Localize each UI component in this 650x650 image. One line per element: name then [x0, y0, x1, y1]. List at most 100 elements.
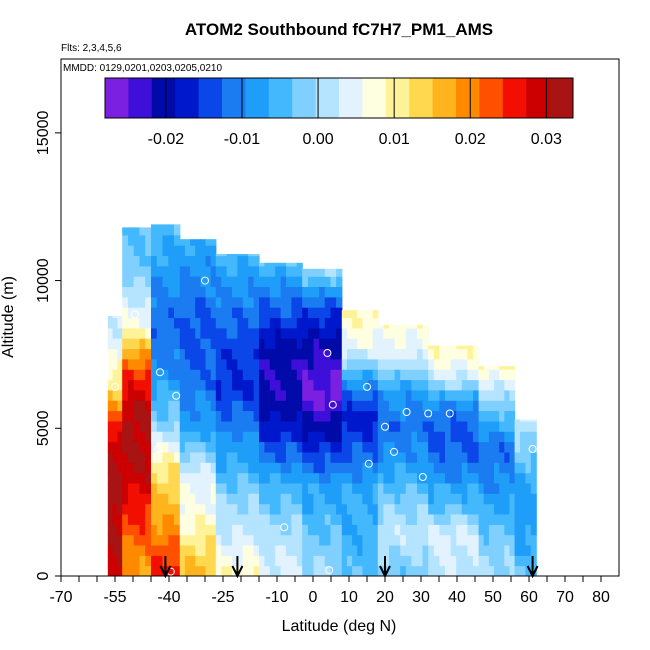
heatmap-cell	[346, 462, 353, 474]
heatmap-cell	[112, 472, 118, 484]
heatmap-cell	[151, 234, 158, 246]
heatmap-cell	[377, 472, 384, 484]
heatmap-cell	[139, 389, 146, 401]
heatmap-cell	[133, 389, 141, 401]
heatmap-cell	[253, 451, 260, 463]
heatmap-cell	[330, 389, 337, 401]
heatmap-cell	[530, 420, 537, 432]
heatmap-cell	[156, 565, 164, 576]
sample-point	[328, 400, 337, 409]
heatmap-cell	[405, 379, 412, 391]
heatmap-cell	[367, 369, 374, 381]
heatmap-cell	[210, 327, 217, 339]
heatmap-cell	[264, 265, 271, 277]
heatmap-cell	[478, 389, 485, 401]
heatmap-cell	[215, 555, 222, 567]
heatmap-cell	[184, 410, 191, 422]
heatmap-cell	[107, 431, 114, 443]
heatmap-cell	[346, 317, 353, 329]
heatmap-cell	[405, 472, 412, 484]
heatmap-cell	[253, 379, 260, 391]
heatmap-cell	[341, 379, 348, 391]
heatmap-cell	[128, 296, 135, 308]
heatmap-cell	[174, 545, 181, 556]
heatmap-cell	[248, 379, 255, 391]
heatmap-cell	[352, 420, 358, 432]
heatmap-cell	[280, 327, 287, 339]
heatmap-cell	[367, 410, 374, 422]
heatmap-cell	[445, 369, 452, 381]
heatmap-cell	[205, 265, 212, 277]
heatmap-cell	[264, 441, 271, 453]
heatmap-cell	[422, 431, 429, 443]
sample-point	[528, 445, 537, 453]
heatmap-cell	[215, 400, 222, 412]
heatmap-cell	[520, 482, 526, 494]
heatmap-cell	[439, 555, 446, 567]
heatmap-cell	[174, 389, 181, 401]
heatmap-cell	[112, 338, 118, 350]
heatmap-cell	[445, 358, 452, 370]
heatmap-cell	[467, 493, 474, 505]
heatmap-cell	[499, 534, 505, 546]
heatmap-cell	[162, 338, 169, 350]
heatmap-cell	[461, 534, 468, 546]
heatmap-cell	[190, 286, 196, 298]
heatmap-cell	[461, 545, 468, 556]
heatmap-cell	[151, 503, 158, 515]
heatmap-cell	[122, 555, 129, 567]
heatmap-cell	[145, 503, 152, 515]
heatmap-cell	[352, 369, 358, 381]
heatmap-cell	[221, 254, 228, 257]
heatmap-cell	[195, 338, 201, 350]
heatmap-cell	[389, 324, 396, 329]
heatmap-cell	[269, 472, 276, 484]
heatmap-cell	[417, 545, 424, 556]
heatmap-cell	[286, 358, 292, 370]
heatmap-cell	[205, 545, 212, 556]
heatmap-cell	[128, 524, 135, 536]
heatmap-cell	[237, 451, 244, 463]
heatmap-cell	[242, 327, 249, 339]
heatmap-cell	[205, 255, 212, 267]
heatmap-cell	[156, 307, 164, 319]
heatmap-cell	[168, 410, 175, 422]
heatmap-cell	[291, 327, 298, 339]
heatmap-cell	[195, 565, 201, 576]
heatmap-cell	[145, 296, 152, 308]
heatmap-cell	[383, 472, 390, 484]
heatmap-cell	[107, 316, 114, 319]
heatmap-cell	[133, 276, 141, 287]
heatmap-cell	[367, 348, 374, 360]
heatmap-cell	[336, 296, 343, 308]
heatmap-cell	[179, 379, 186, 391]
heatmap-cell	[357, 310, 363, 319]
heatmap-cell	[405, 441, 412, 453]
heatmap-cell	[205, 524, 212, 536]
heatmap-cell	[107, 514, 114, 525]
heatmap-cell	[275, 493, 282, 505]
heatmap-cell	[450, 431, 457, 443]
heatmap-cell	[296, 545, 303, 556]
heatmap-cell	[450, 503, 457, 515]
x-tick-label: 80	[592, 589, 610, 606]
heatmap-cell	[205, 239, 212, 246]
sample-point	[156, 368, 164, 377]
heatmap-cell	[264, 262, 271, 267]
heatmap-cell	[122, 245, 129, 256]
heatmap-cell	[394, 472, 401, 484]
heatmap-cell	[302, 555, 309, 567]
heatmap-cell	[405, 338, 412, 350]
heatmap-cell	[400, 410, 407, 422]
heatmap-cell	[286, 262, 292, 267]
heatmap-cell	[139, 472, 146, 484]
heatmap-cell	[259, 265, 265, 277]
heatmap-cell	[286, 503, 292, 515]
heatmap-cell	[112, 358, 118, 370]
heatmap-cell	[357, 410, 363, 422]
flights-label: Flts: 2,3,4,5,6	[61, 43, 122, 54]
heatmap-cell	[221, 441, 228, 453]
heatmap-cell	[439, 534, 446, 546]
heatmap-cell	[313, 379, 320, 391]
heatmap-cell	[269, 296, 276, 308]
